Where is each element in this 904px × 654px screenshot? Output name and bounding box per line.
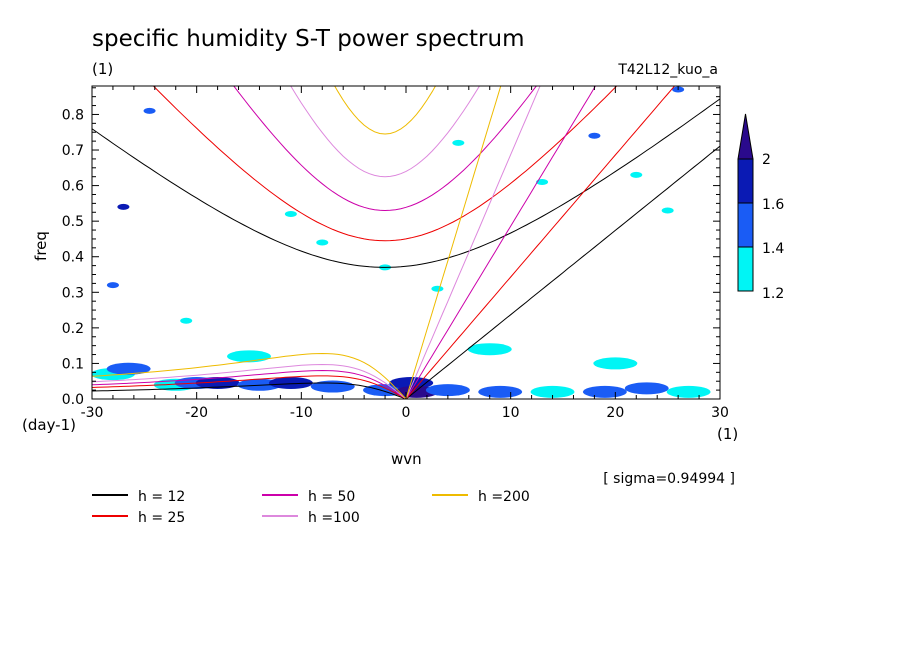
y-tick-label: 0.5 xyxy=(62,214,84,230)
y-axis-label: freq xyxy=(32,231,50,261)
significance-region xyxy=(536,179,549,186)
y-tick-label: 0.6 xyxy=(62,179,84,195)
kelvin-wave-curve xyxy=(405,86,502,399)
significance-region xyxy=(106,282,119,289)
rossby-wave-curve xyxy=(92,369,407,399)
colorbar-segment xyxy=(737,202,754,248)
gravity-wave-curve xyxy=(334,86,437,135)
significance-region xyxy=(588,132,601,139)
chart-subtitle-left: (1) xyxy=(92,60,113,78)
gravity-wave-curve xyxy=(233,86,537,212)
significance-region xyxy=(106,362,151,375)
rossby-wave-curve xyxy=(92,375,407,399)
legend-label: h =100 xyxy=(308,510,360,526)
colorbar-segment xyxy=(737,158,754,204)
kelvin-wave-curve xyxy=(405,86,541,399)
colorbar: 1.2 1.4 1.6 2 xyxy=(737,113,784,302)
significance-region xyxy=(117,203,130,210)
legend-label: h = 25 xyxy=(138,510,185,526)
y-tick-label: 0.7 xyxy=(62,143,84,159)
significance-region xyxy=(268,376,313,389)
rossby-wave-curve xyxy=(92,363,407,399)
gravity-wave-curve xyxy=(92,98,720,268)
kelvin-wave-curve xyxy=(405,86,597,399)
y-tick-label: 0.1 xyxy=(62,356,84,372)
legend-label: h = 12 xyxy=(138,489,185,505)
y-axis: 0.0 0.1 0.2 0.3 0.4 0.5 0.6 0.7 0.8 xyxy=(62,87,720,408)
legend-label: h = 50 xyxy=(308,489,355,505)
x-tick-label: -10 xyxy=(290,405,313,421)
significance-region xyxy=(624,382,669,395)
significance-region xyxy=(478,385,523,398)
significance-region xyxy=(310,380,355,393)
colorbar-label: 1.2 xyxy=(762,286,784,302)
y-tick-label: 0.0 xyxy=(62,392,84,408)
colorbar-arrow xyxy=(737,113,754,160)
significance-region xyxy=(661,207,674,214)
gravity-wave-curve xyxy=(290,86,481,178)
significance-region xyxy=(452,139,465,146)
significance-region xyxy=(195,376,240,389)
significance-region xyxy=(425,384,470,397)
y-tick-label: 0.2 xyxy=(62,321,84,337)
significance-region xyxy=(431,285,444,292)
significance-region xyxy=(227,350,271,363)
x-tick-label: 20 xyxy=(606,405,624,421)
x-axis-label: wvn xyxy=(391,450,422,468)
kelvin-wave-curve xyxy=(405,86,676,399)
chart-subtitle-right: T42L12_kuo_a xyxy=(617,62,718,78)
colorbar-label: 2 xyxy=(762,152,771,168)
x-tick-label: 30 xyxy=(711,405,729,421)
significance-region xyxy=(143,107,156,114)
significance-region xyxy=(467,343,512,356)
significance-region xyxy=(593,357,638,370)
y-tick-label: 0.3 xyxy=(62,285,84,301)
significance-region xyxy=(316,239,329,246)
x-unit-label: (1) xyxy=(717,425,738,443)
x-axis: -30 -20 -10 0 10 20 30 xyxy=(81,86,729,421)
significance-region xyxy=(666,385,711,398)
significance-region xyxy=(180,317,193,324)
y-tick-label: 0.8 xyxy=(62,107,84,123)
x-tick-label: 0 xyxy=(402,405,411,421)
x-tick-label: -20 xyxy=(185,405,208,421)
chart-title: specific humidity S-T power spectrum xyxy=(92,26,524,52)
rossby-wave-curve xyxy=(92,352,407,399)
y-unit-label: (day-1) xyxy=(22,416,76,434)
colorbar-label: 1.6 xyxy=(762,197,784,213)
legend-label: h =200 xyxy=(478,489,530,505)
significance-region xyxy=(630,171,643,178)
colorbar-label: 1.4 xyxy=(762,241,784,257)
rossby-wave-curve xyxy=(92,382,407,399)
significance-region xyxy=(284,211,297,218)
significance-region xyxy=(582,385,627,398)
y-tick-label: 0.4 xyxy=(62,250,84,266)
plot-area xyxy=(91,85,721,400)
x-tick-label: -30 xyxy=(81,405,104,421)
x-tick-label: 10 xyxy=(502,405,520,421)
sigma-label: [ sigma=0.94994 ] xyxy=(603,471,735,487)
significance-region xyxy=(530,385,575,398)
colorbar-segment xyxy=(737,246,754,292)
kelvin-wave-curve xyxy=(405,145,720,399)
legend: h = 12 h = 25 h = 50 h =100 h =200 xyxy=(92,489,530,526)
